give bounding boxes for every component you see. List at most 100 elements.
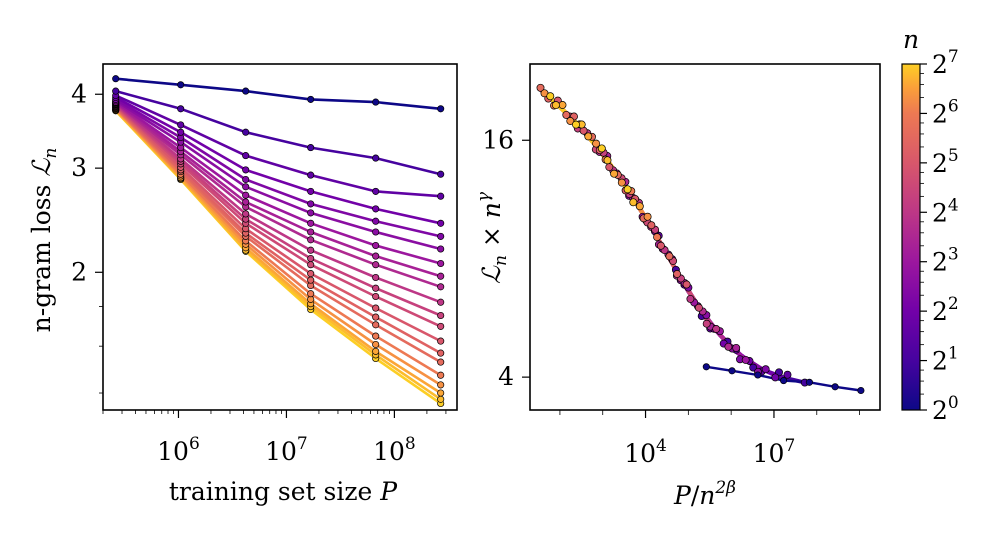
collapse-point	[771, 373, 780, 382]
data-point	[242, 128, 250, 136]
data-point	[372, 98, 380, 106]
data-point	[372, 284, 380, 292]
data-point	[307, 270, 315, 278]
left-y-ticks: 2 3 4	[71, 79, 103, 394]
series-line-n5	[115, 98, 441, 238]
collapse-point	[610, 169, 619, 178]
collapse-line-n3	[656, 238, 789, 381]
left-points-group	[112, 75, 445, 408]
series-line-n2	[115, 89, 442, 176]
collapse-point	[597, 144, 606, 153]
data-point	[242, 175, 250, 184]
collapse-point	[629, 198, 638, 207]
colorbar: n 20 21 22 23 24 25 26 27	[901, 25, 959, 425]
data-point	[437, 395, 445, 403]
x-tick-label: 108	[373, 434, 416, 466]
collapse-point	[724, 342, 733, 351]
collapse-point	[551, 101, 560, 110]
data-point	[372, 321, 380, 329]
data-point	[307, 290, 315, 298]
series-line-n6	[115, 99, 442, 251]
data-point	[307, 171, 315, 179]
colorbar-tick-label: 26	[932, 96, 959, 128]
collapse-point	[617, 178, 626, 187]
data-point	[437, 283, 445, 291]
data-point	[372, 347, 380, 355]
data-point	[437, 349, 445, 357]
data-point	[437, 219, 445, 227]
data-point	[242, 191, 250, 199]
data-point	[372, 340, 380, 349]
collapse-point-n1	[805, 378, 813, 386]
right-points-group	[536, 83, 865, 395]
collapse-point	[562, 110, 571, 119]
collapse-point	[741, 355, 750, 364]
data-point	[437, 371, 445, 379]
series-line-n10	[114, 101, 442, 278]
data-point	[242, 152, 250, 160]
collapse-point	[656, 241, 665, 250]
series-line-n8	[114, 101, 442, 265]
x-tick-label: 106	[157, 434, 200, 466]
collapse-point	[592, 139, 601, 148]
right-y-axis-label: ℒn × nγ	[474, 191, 511, 284]
data-point	[307, 246, 315, 254]
collapse-point	[761, 365, 770, 374]
right-plot-frame	[529, 63, 881, 411]
data-point	[372, 261, 380, 269]
collapse-point	[686, 294, 695, 303]
data-point	[372, 228, 380, 236]
left-plot-frame	[102, 63, 458, 411]
data-point	[242, 210, 250, 218]
x-tick-label: 107	[265, 434, 308, 466]
series-line-n12	[114, 102, 442, 289]
data-point	[242, 183, 250, 191]
collapse-point-n1	[754, 371, 762, 379]
collapse-point	[546, 92, 555, 101]
collapse-point	[653, 233, 662, 242]
data-point	[177, 81, 185, 89]
collapse-point	[566, 117, 575, 125]
data-point	[242, 198, 250, 206]
data-point	[437, 259, 445, 268]
colorbar-title: n	[903, 25, 919, 54]
collapse-point	[623, 185, 632, 194]
collapse-point	[682, 280, 691, 289]
collapse-point	[605, 163, 614, 172]
data-point	[437, 272, 445, 280]
data-point	[437, 245, 445, 253]
series-line-n64	[114, 107, 442, 377]
collapse-point-n1	[831, 383, 839, 391]
left-y-axis-label: n-gram loss ℒn	[27, 148, 61, 333]
collapse-point	[732, 343, 741, 352]
series-line-n16	[114, 103, 442, 304]
data-point	[437, 337, 445, 345]
data-point	[372, 273, 380, 282]
data-point	[307, 144, 315, 152]
collapse-point-n1	[702, 363, 710, 371]
data-point	[372, 217, 380, 225]
data-point	[307, 219, 315, 227]
data-point	[307, 209, 315, 217]
data-point	[307, 95, 315, 103]
data-point	[437, 192, 445, 200]
collapse-point-n1	[857, 386, 865, 395]
right-x-ticks: 104 107	[559, 410, 860, 468]
data-point	[437, 170, 445, 178]
left-panel: 106 107 108 2 3 4 training set size P n-gram…	[27, 63, 458, 506]
data-point	[112, 75, 120, 83]
data-point	[372, 187, 380, 195]
y-tick-label: 4	[498, 362, 514, 391]
colorbar-tick-label: 21	[932, 344, 959, 376]
colorbar-tick-label: 20	[932, 393, 959, 425]
data-point	[437, 389, 445, 397]
y-tick-label: 3	[71, 153, 87, 182]
collapse-line-n2	[674, 268, 806, 385]
left-x-ticks: 106 107 108	[102, 410, 447, 466]
data-point	[177, 105, 185, 113]
x-tick-label: 104	[624, 436, 667, 468]
data-point	[372, 313, 380, 321]
y-tick-label: 16	[482, 125, 514, 154]
collapse-point	[603, 156, 612, 165]
